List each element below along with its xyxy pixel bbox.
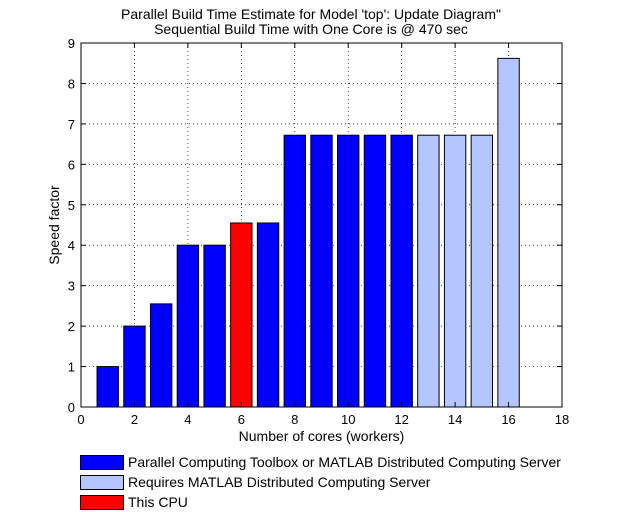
y-tick-label: 1 bbox=[68, 360, 75, 375]
y-tick-label: 8 bbox=[68, 76, 75, 91]
legend-label-cpu: This CPU bbox=[128, 494, 188, 510]
x-tick-label: 0 bbox=[77, 412, 84, 427]
x-tick-label: 14 bbox=[448, 412, 462, 427]
legend-swatch-mdcs bbox=[80, 474, 124, 490]
x-tick-label: 2 bbox=[131, 412, 138, 427]
bar-10 bbox=[337, 134, 360, 408]
legend-swatch-cpu bbox=[80, 494, 124, 510]
bar-8 bbox=[283, 134, 306, 408]
chart-subtitle: Sequential Build Time with One Core is @… bbox=[154, 21, 468, 37]
y-tick-label: 3 bbox=[68, 279, 75, 294]
legend-label-pct: Parallel Computing Toolbox or MATLAB Dis… bbox=[128, 454, 561, 470]
y-tick-label: 4 bbox=[68, 238, 75, 253]
bar-3 bbox=[149, 303, 173, 408]
bar-4 bbox=[176, 244, 200, 408]
legend-label-mdcs: Requires MATLAB Distributed Computing Se… bbox=[128, 474, 431, 490]
legend-item-pct: Parallel Computing Toolbox or MATLAB Dis… bbox=[80, 452, 600, 472]
x-tick-label: 8 bbox=[291, 412, 298, 427]
bar-13 bbox=[417, 134, 440, 408]
bar-15 bbox=[470, 134, 494, 408]
axes-box bbox=[80, 42, 563, 408]
y-tick-label: 5 bbox=[68, 198, 75, 213]
bar-9 bbox=[310, 134, 333, 408]
x-tick-label: 4 bbox=[184, 412, 191, 427]
legend-swatch-pct bbox=[80, 454, 124, 470]
bar-14 bbox=[443, 134, 467, 408]
x-tick-label: 12 bbox=[394, 412, 408, 427]
y-tick-label: 6 bbox=[68, 157, 75, 172]
bar-5 bbox=[203, 244, 226, 408]
y-tick-label: 9 bbox=[68, 36, 75, 51]
bar-11 bbox=[363, 134, 387, 408]
y-tick-label: 7 bbox=[68, 117, 75, 132]
bar-layer bbox=[96, 57, 520, 408]
legend-item-mdcs: Requires MATLAB Distributed Computing Se… bbox=[80, 472, 600, 492]
x-tick-label: 16 bbox=[501, 412, 515, 427]
legend: Parallel Computing Toolbox or MATLAB Dis… bbox=[80, 452, 600, 512]
bar-6 bbox=[230, 222, 253, 408]
bar-7 bbox=[256, 222, 280, 408]
bar-16 bbox=[497, 57, 520, 408]
y-tick-label: 0 bbox=[68, 400, 75, 415]
x-tick-label: 6 bbox=[238, 412, 245, 427]
bar-1 bbox=[96, 366, 119, 408]
x-tick-label: 10 bbox=[341, 412, 355, 427]
x-axis-label: Number of cores (workers) bbox=[239, 428, 405, 444]
x-tick-label: 18 bbox=[555, 412, 569, 427]
bar-2 bbox=[123, 325, 146, 408]
chart-title: Parallel Build Time Estimate for Model '… bbox=[121, 6, 501, 22]
grid-layer bbox=[81, 43, 562, 407]
legend-item-cpu: This CPU bbox=[80, 492, 600, 512]
bar-12 bbox=[390, 134, 413, 408]
y-tick-label: 2 bbox=[68, 319, 75, 334]
y-axis-label: Speed factor bbox=[46, 185, 62, 265]
